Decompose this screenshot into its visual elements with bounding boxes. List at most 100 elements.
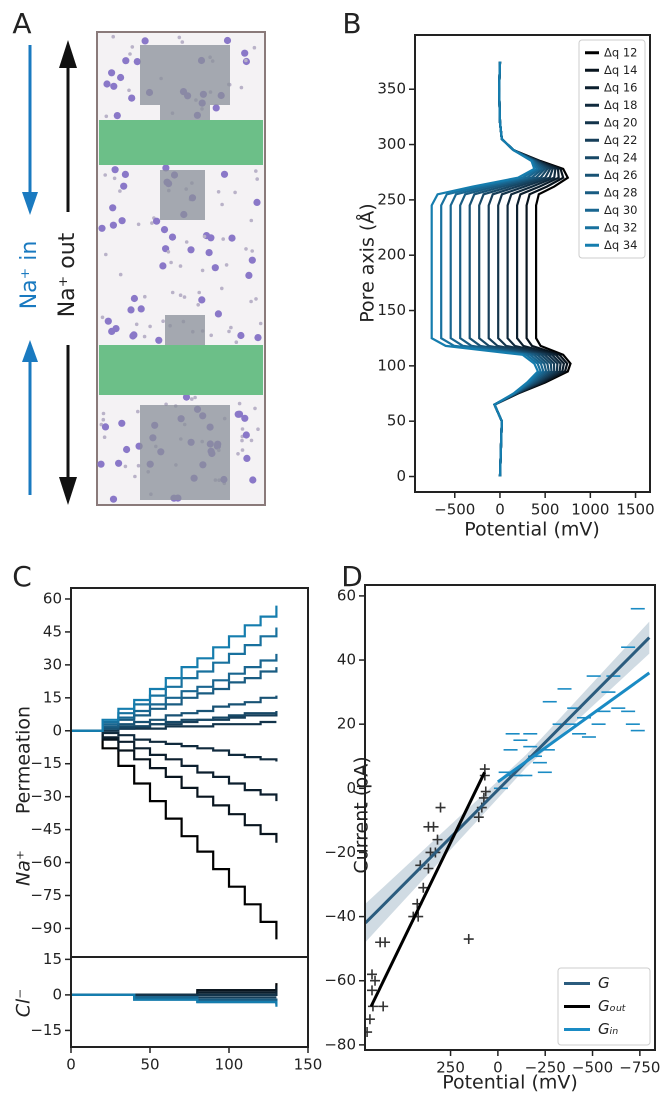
legend-label: Δq 26 [604,168,637,182]
ion [123,445,131,454]
ion [249,476,257,484]
ion [241,49,249,57]
ion [121,170,129,178]
ion [122,57,130,65]
ion [233,190,237,195]
ion [141,37,149,45]
ion [224,263,229,267]
series-line [71,605,278,732]
ion [111,34,115,39]
y-tick-label: −80 [324,1035,356,1053]
ion [136,409,140,414]
x-tick-label: 150 [294,1056,323,1074]
y-tick-label: −15 [30,754,62,772]
y-tick-label: 50 [387,412,406,430]
ion [227,329,231,334]
x-tick-label: 50 [140,1056,159,1074]
y-tick-label: −90 [30,919,62,937]
ion [101,411,106,416]
ion [98,224,106,232]
data-point [367,985,378,996]
ion [100,315,105,320]
arrowhead [22,340,38,362]
x-tick-label: −500 [572,1059,613,1077]
panel-a: A Na⁺ in Na⁺ out [12,7,266,506]
data-point [365,1014,375,1025]
ion [108,69,116,77]
axes-frame [364,584,656,1051]
plot-area [71,983,278,1007]
membrane [99,120,263,165]
ion [190,397,194,401]
y-tick-label: −40 [324,907,356,925]
ion [130,294,138,303]
legend-label: Δq 24 [604,150,637,164]
ion [242,431,250,439]
ion [137,305,145,313]
legend-label: Δq 34 [604,238,637,252]
ion [109,204,117,212]
x-tick-label: 100 [215,1056,244,1074]
series-line [459,61,548,477]
ion [202,234,207,239]
y-tick-label: 45 [43,622,62,640]
y-axis-label: Permeation [13,706,35,814]
y-tick-label: 0 [396,467,406,485]
y-tick-label: 200 [377,246,406,264]
axes-frame [70,956,309,1048]
ion [209,333,213,338]
ion [142,334,147,339]
data-point [380,937,391,948]
y-tick-label: 0 [52,985,62,1003]
x-tick-label: −750 [619,1059,660,1077]
data-point [435,802,446,813]
protein [140,45,230,500]
plot-area [71,605,278,940]
x-tick-label: 0 [493,1059,503,1077]
ion [211,264,219,272]
ion [244,247,248,251]
ion [170,290,175,295]
y-tick-label: 40 [337,651,356,669]
fit-line [365,636,651,925]
ion [193,395,197,400]
ion [110,82,118,90]
ion [216,190,221,194]
ion [123,464,128,469]
legend-box [557,967,651,1046]
ion [258,321,263,326]
y-tick-label: −20 [324,843,356,861]
y-tick-label: 15 [43,950,62,968]
ion [196,303,200,307]
ion [207,234,215,242]
x-tick-label: −500 [434,501,475,519]
series-line [430,61,540,477]
out-label: Na⁺ out [55,232,80,317]
series-line [71,695,278,732]
ion [169,260,173,265]
legend-label: Gₒᵤₜ [598,997,626,1015]
fit-line [369,771,486,1008]
ion [240,427,245,431]
legend-label: Δq 20 [604,115,637,129]
data-point [432,834,443,845]
ion [112,176,117,181]
x-tick-label: −250 [525,1059,566,1077]
ion [228,234,236,242]
ion [130,331,138,339]
series-line [449,61,545,477]
ion [104,252,108,257]
ion [252,45,257,50]
axes-frame [414,34,651,493]
x-tick-label: 0 [66,1056,76,1074]
ion [103,80,111,88]
ion [234,340,239,345]
ion [245,271,253,279]
y-tick-label: −15 [30,1021,62,1039]
panel: −500 0 500 1000 1500 0 50 100 150 200 250 300 350 B Po… [342,7,654,541]
ion [128,52,132,56]
ion [143,294,147,299]
ion [220,286,224,291]
